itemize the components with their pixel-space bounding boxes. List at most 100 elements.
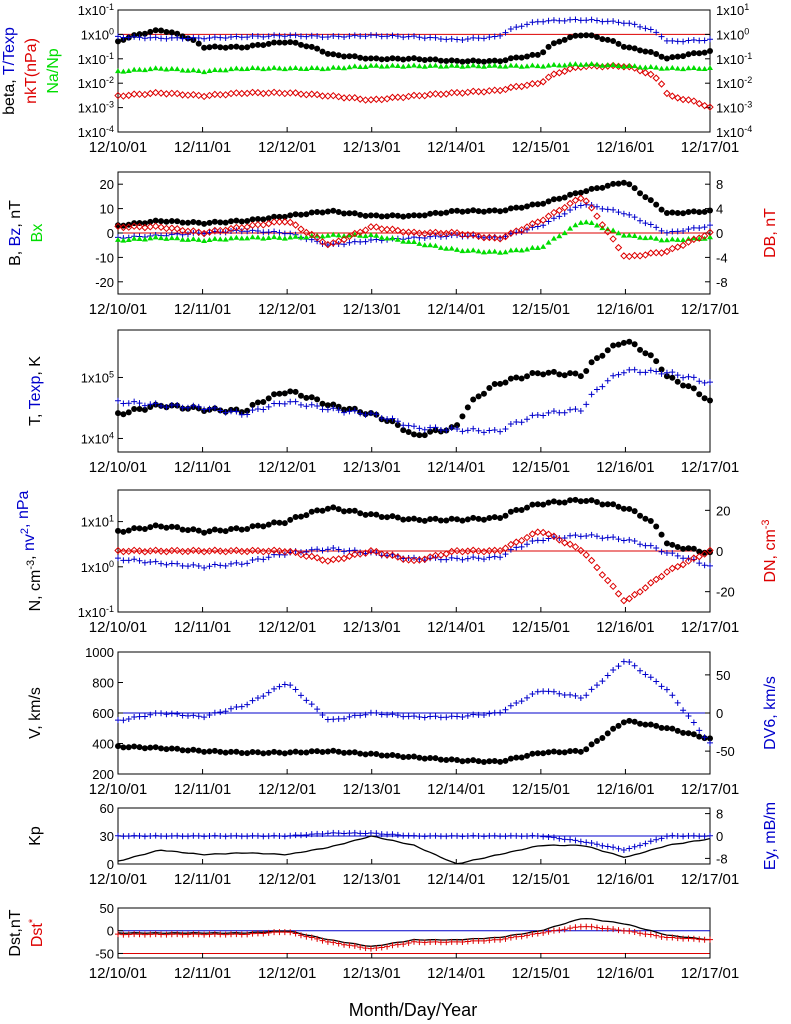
data-point	[174, 30, 181, 37]
x-tick-label: 12/16/01	[596, 459, 654, 476]
data-point	[653, 932, 660, 939]
data-point	[314, 33, 321, 40]
data-point	[486, 34, 493, 41]
y-axis-label-part: Dst	[29, 923, 46, 948]
data-point	[217, 34, 224, 41]
data-point	[701, 37, 708, 44]
data-point	[340, 554, 348, 563]
data-point	[314, 396, 321, 403]
data-point	[443, 209, 450, 216]
data-point	[615, 927, 622, 934]
data-point	[303, 43, 310, 50]
data-point	[631, 662, 638, 669]
data-point	[626, 211, 633, 218]
data-point	[663, 833, 670, 840]
data-point	[539, 528, 547, 537]
data-point	[265, 689, 272, 696]
data-point	[658, 548, 665, 555]
data-point	[405, 516, 412, 523]
data-point	[690, 50, 697, 57]
y-axis-label: T, Texp, K	[27, 356, 44, 426]
data-point	[308, 748, 315, 755]
data-point	[378, 213, 385, 220]
data-point	[297, 932, 304, 939]
right-y-tick-label: -50	[716, 744, 735, 759]
data-point	[464, 712, 471, 719]
data-point	[206, 931, 213, 938]
data-point	[620, 339, 627, 346]
data-point	[534, 930, 541, 937]
data-point	[512, 82, 520, 91]
y-tick-label-sup: -4	[106, 124, 114, 134]
data-point	[287, 749, 294, 756]
data-point	[184, 236, 191, 242]
right-y-tick-label-base: 1x10	[716, 27, 744, 42]
data-point	[411, 832, 417, 839]
data-point	[244, 228, 251, 235]
data-point	[341, 508, 348, 515]
data-point	[626, 717, 633, 724]
data-point	[448, 425, 455, 432]
data-point	[593, 682, 600, 689]
data-point	[303, 33, 310, 40]
data-point	[518, 506, 525, 513]
data-point	[201, 529, 208, 536]
data-point	[475, 58, 482, 65]
data-point	[427, 428, 434, 435]
right-axis-label: DB, nT	[762, 208, 779, 258]
data-point	[189, 546, 198, 555]
data-point	[345, 552, 354, 560]
right-y-tick-label: -8	[716, 275, 728, 290]
data-point	[599, 734, 606, 741]
data-point	[658, 835, 665, 842]
data-point	[125, 931, 132, 938]
right-y-tick-label: 1x10-4	[716, 124, 752, 140]
data-point	[319, 240, 326, 247]
data-point	[367, 231, 374, 237]
data-point	[626, 338, 633, 345]
data-point	[437, 63, 444, 69]
data-point	[351, 229, 359, 238]
data-point	[599, 205, 606, 212]
x-tick-label: 12/14/01	[427, 965, 485, 982]
data-point	[211, 34, 218, 41]
data-point	[604, 228, 612, 236]
data-point	[254, 694, 261, 701]
data-point	[233, 33, 240, 40]
data-point	[195, 527, 202, 534]
data-point	[593, 533, 600, 540]
data-point	[260, 556, 267, 563]
data-point	[680, 707, 687, 714]
data-point	[550, 40, 557, 47]
data-point	[158, 235, 165, 241]
data-point	[411, 33, 417, 40]
data-point	[475, 758, 482, 765]
data-point	[136, 832, 143, 839]
data-point	[610, 227, 617, 233]
data-point	[136, 931, 143, 938]
data-point	[249, 749, 256, 756]
data-point	[663, 540, 670, 547]
data-point	[680, 833, 687, 840]
data-point	[174, 560, 181, 567]
data-point	[238, 89, 246, 98]
data-point	[642, 671, 649, 678]
data-point	[480, 390, 487, 397]
data-point	[443, 757, 450, 764]
data-point	[540, 18, 547, 25]
data-point	[125, 409, 132, 416]
data-point	[431, 228, 440, 237]
data-point	[136, 405, 143, 412]
data-point	[615, 722, 622, 729]
y-axis-label-part: , K	[27, 356, 44, 376]
data-point	[416, 56, 423, 63]
data-point	[663, 209, 670, 216]
right-y-tick-label: 1x100	[716, 26, 749, 42]
data-point	[201, 230, 208, 237]
data-point	[696, 378, 703, 385]
data-point	[120, 744, 127, 751]
data-point	[491, 546, 499, 555]
data-point	[497, 758, 504, 765]
data-point	[626, 366, 633, 373]
data-point	[540, 501, 547, 508]
